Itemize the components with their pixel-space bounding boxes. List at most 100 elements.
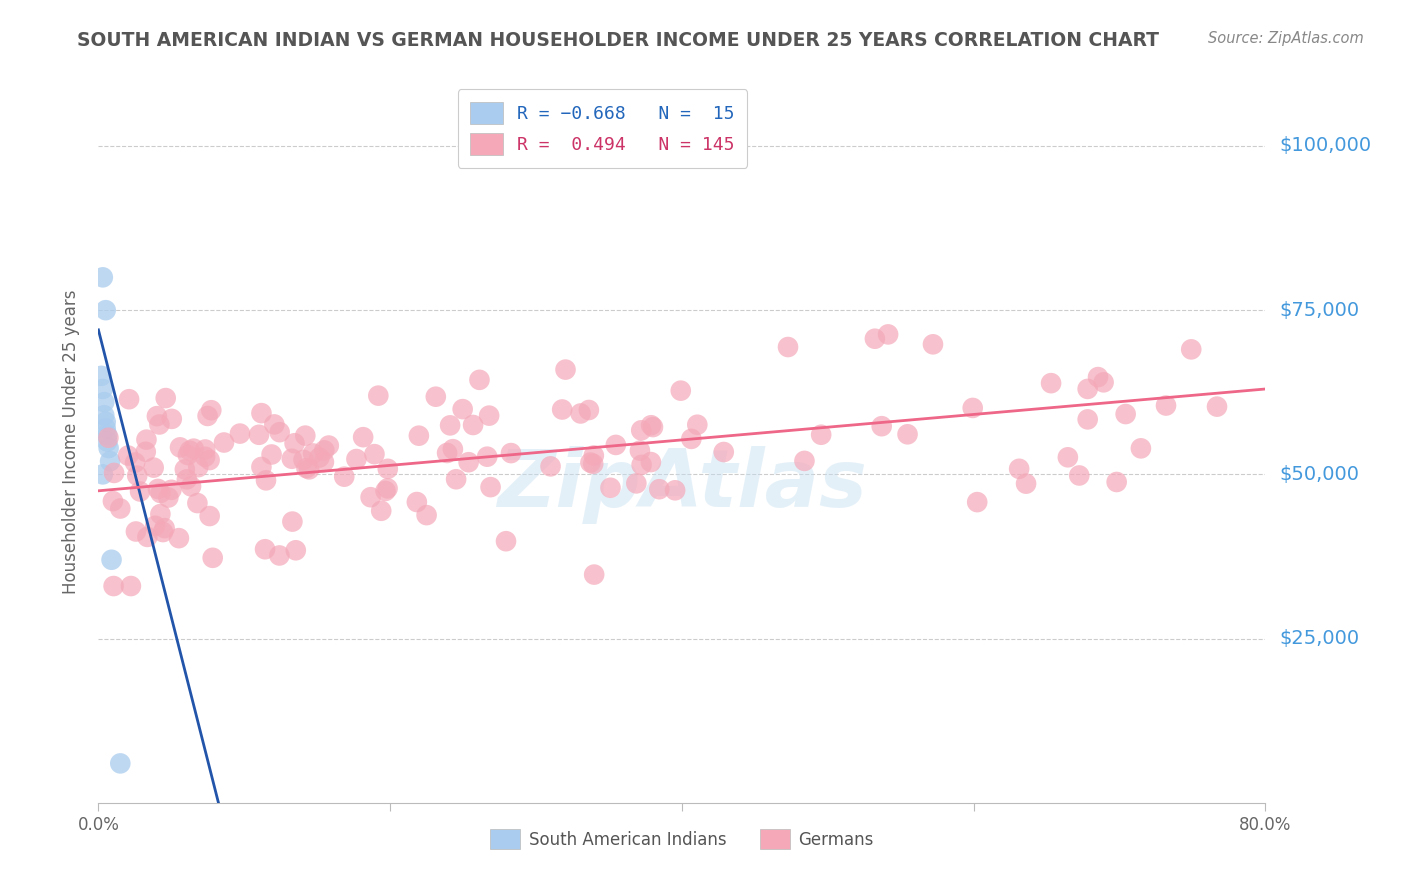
Point [298,462,321,476]
Point [664,483,686,498]
Point [776,340,799,354]
Point [198,509,221,524]
Point [681,432,703,446]
Point [333,469,356,483]
Point [1015,476,1038,491]
Point [686,417,709,432]
Point [129,484,152,499]
Point [346,452,368,467]
Point [444,472,467,486]
Point [179,443,201,458]
Point [93,395,115,409]
Point [312,455,335,469]
Point [1092,376,1115,390]
Point [110,756,132,771]
Point [90,368,112,383]
Point [250,406,273,420]
Point [583,567,606,582]
Point [152,524,174,539]
Point [415,508,437,522]
Point [1115,407,1137,421]
Point [269,549,291,563]
Point [91,382,114,396]
Point [439,418,461,433]
Point [180,479,202,493]
Point [630,423,652,437]
Point [260,448,283,462]
Point [117,449,139,463]
Point [97,441,120,455]
Point [103,466,125,480]
Point [628,443,651,458]
Point [451,402,474,417]
Point [155,391,177,405]
Text: $50,000: $50,000 [1279,465,1360,483]
Point [640,455,662,469]
Point [582,457,605,471]
Y-axis label: Householder Income Under 25 years: Householder Income Under 25 years [62,289,80,594]
Point [436,446,458,460]
Point [377,482,399,496]
Point [96,434,118,449]
Point [176,472,198,486]
Point [294,428,316,442]
Point [183,442,205,456]
Point [922,337,945,351]
Point [194,450,217,464]
Point [1105,475,1128,489]
Point [408,428,430,442]
Point [495,534,517,549]
Point [160,412,183,426]
Text: $100,000: $100,000 [1279,136,1371,155]
Point [125,524,148,539]
Point [863,332,886,346]
Text: Source: ZipAtlas.com: Source: ZipAtlas.com [1208,31,1364,46]
Point [198,453,221,467]
Text: $75,000: $75,000 [1279,301,1360,319]
Point [160,483,183,497]
Point [284,436,307,450]
Point [579,456,602,470]
Point [146,482,169,496]
Point [479,480,502,494]
Point [94,415,117,429]
Point [250,459,273,474]
Point [370,504,392,518]
Point [148,417,170,432]
Point [120,579,142,593]
Point [187,460,209,475]
Point [605,438,627,452]
Point [201,550,224,565]
Point [870,419,893,434]
Point [1057,450,1080,465]
Point [641,420,664,434]
Point [569,407,592,421]
Point [93,409,115,423]
Point [254,542,277,557]
Point [177,448,200,462]
Point [877,327,900,342]
Point [135,444,157,458]
Point [263,417,285,432]
Point [367,389,389,403]
Point [962,401,984,415]
Point [1087,370,1109,384]
Point [247,427,270,442]
Point [551,402,574,417]
Point [281,451,304,466]
Point [146,409,169,424]
Point [896,427,918,442]
Point [457,455,479,469]
Legend: South American Indians, Germans: South American Indians, Germans [484,822,880,856]
Point [97,431,120,445]
Point [118,392,141,407]
Point [648,482,671,496]
Point [1077,412,1099,426]
Point [477,450,499,464]
Point [94,303,117,318]
Point [157,491,180,505]
Point [1040,376,1063,391]
Point [281,515,304,529]
Point [94,421,117,435]
Point [578,403,600,417]
